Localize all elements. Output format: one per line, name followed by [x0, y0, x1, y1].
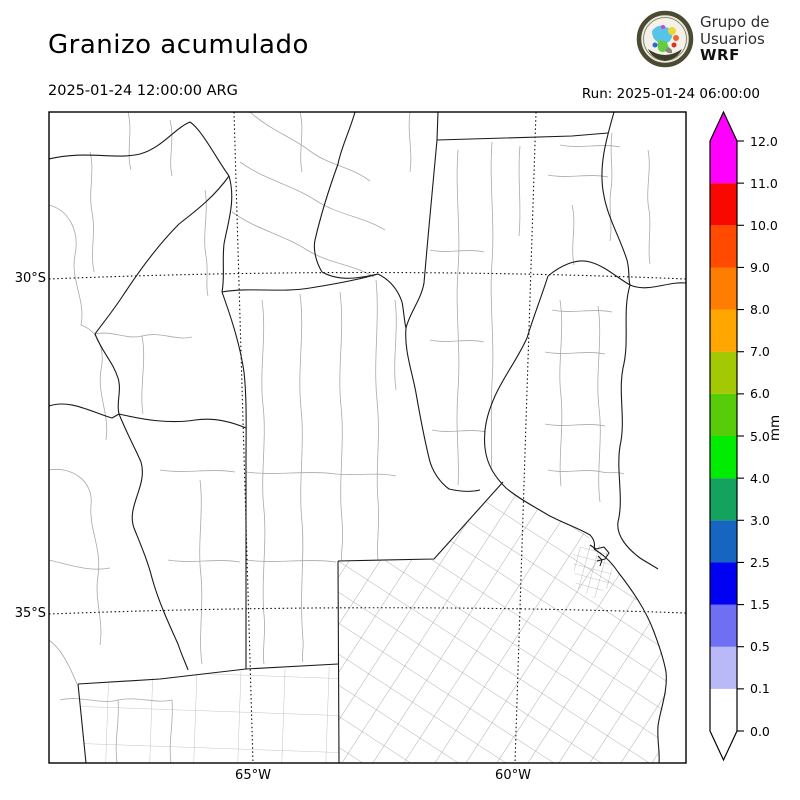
run-time-label: Run: 2025-01-24 06:00:00 — [581, 86, 760, 102]
province-borders — [49, 112, 686, 763]
lon-label-60w: 60°W — [495, 768, 531, 783]
colorbar-tick-marks — [737, 140, 744, 732]
colorbar-tick-6.0: 6.0 — [750, 386, 770, 402]
colorbar-tick-3.0: 3.0 — [750, 512, 770, 528]
colorbar-tick-9.0: 9.0 — [750, 259, 770, 275]
lon-label-65w: 65°W — [235, 768, 271, 783]
map-frame — [48, 111, 687, 764]
logo-text-line2: Usuarios — [700, 30, 765, 48]
colorbar-tick-11.0: 11.0 — [750, 175, 778, 191]
colorbar-tick-0.1: 0.1 — [750, 681, 770, 697]
colorbar-tick-0.5: 0.5 — [750, 639, 770, 655]
colorbar-tick-1.5: 1.5 — [750, 597, 770, 613]
colorbar-tick-5.0: 5.0 — [750, 428, 770, 444]
colorbar-unit-label: mm — [767, 414, 784, 442]
colorbar-tick-7.0: 7.0 — [750, 344, 770, 360]
logo-text-line1: Grupo de — [700, 13, 770, 31]
colorbar-segments — [710, 141, 737, 732]
colorbar-tick-0.0: 0.0 — [750, 723, 770, 739]
colorbar — [709, 110, 744, 762]
lat-label-30s: 30°S — [14, 271, 46, 286]
colorbar-tick-12.0: 12.0 — [750, 133, 778, 149]
wrf-users-group-logo-icon — [636, 10, 694, 68]
colorbar-over-arrow — [710, 112, 737, 141]
page-title: Granizo acumulado — [48, 30, 309, 60]
colorbar-tick-4.0: 4.0 — [750, 470, 770, 486]
colorbar-under-arrow — [710, 731, 737, 760]
valid-time-label: 2025-01-24 12:00:00 ARG — [48, 83, 238, 99]
logo-text-wrf: WRF — [700, 46, 740, 64]
department-borders — [49, 112, 651, 763]
la-pampa-department-grid — [78, 666, 339, 763]
colorbar-tick-10.0: 10.0 — [750, 217, 778, 233]
lat-label-35s: 35°S — [14, 606, 46, 621]
colorbar-tick-2.5: 2.5 — [750, 554, 770, 570]
colorbar-tick-8.0: 8.0 — [750, 302, 770, 318]
buenos-aires-department-mesh — [338, 482, 668, 763]
gridline-65w — [233, 112, 254, 763]
